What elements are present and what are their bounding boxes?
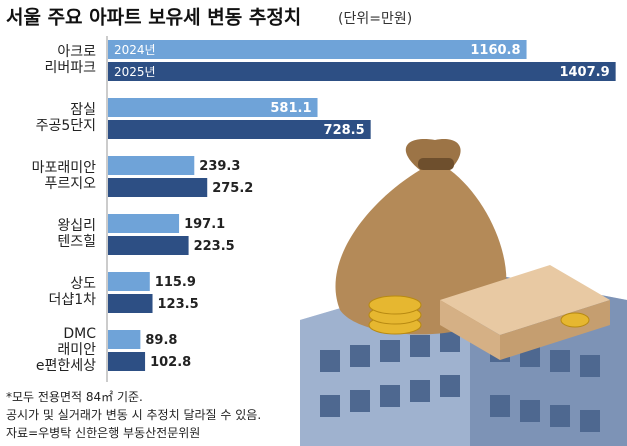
value-label: 239.3 xyxy=(199,159,240,174)
bar xyxy=(108,214,180,233)
legend-label: 2025년 xyxy=(114,65,156,79)
category-label: 아크로 리버파크 xyxy=(44,44,96,76)
bar xyxy=(108,352,146,371)
value-label: 581.1 xyxy=(270,101,311,116)
bar xyxy=(108,330,141,349)
bar xyxy=(108,294,153,313)
footnote: 자료=우병탁 신한은행 부동산전문위원 xyxy=(6,426,201,440)
chart-title: 서울 주요 아파트 보유세 변동 추정치 xyxy=(6,7,301,29)
illustration xyxy=(300,139,627,446)
bar xyxy=(108,178,208,197)
value-label: 115.9 xyxy=(155,275,196,290)
bar xyxy=(108,40,527,59)
legend-label: 2024년 xyxy=(114,43,156,57)
value-label: 1160.8 xyxy=(470,43,520,58)
bar xyxy=(108,236,189,255)
category-label: 잠실 주공5단지 xyxy=(35,102,96,134)
chart-subtitle: (단위=만원) xyxy=(338,11,412,27)
value-label: 223.5 xyxy=(194,239,235,254)
category-label: 마포래미안 푸르지오 xyxy=(31,160,96,192)
bar xyxy=(108,272,150,291)
category-label: DMC 래미안 e편한세상 xyxy=(35,326,96,374)
value-label: 102.8 xyxy=(150,355,191,370)
value-label: 728.5 xyxy=(324,123,365,138)
bar xyxy=(108,98,318,117)
value-label: 1407.9 xyxy=(559,65,609,80)
category-label: 왕십리 텐즈힐 xyxy=(57,218,96,250)
footnote: 공시가 및 실거래가 변동 시 추정치 달라질 수 있음. xyxy=(6,408,262,422)
footnote: *모두 전용면적 84㎡ 기준. xyxy=(6,390,143,404)
value-label: 275.2 xyxy=(212,181,253,196)
bar xyxy=(108,156,195,175)
value-label: 123.5 xyxy=(158,297,199,312)
value-label: 197.1 xyxy=(184,217,225,232)
value-label: 89.8 xyxy=(145,333,177,348)
category-label: 상도 더샵1차 xyxy=(48,276,96,308)
bar xyxy=(108,62,616,81)
bar xyxy=(108,120,371,139)
